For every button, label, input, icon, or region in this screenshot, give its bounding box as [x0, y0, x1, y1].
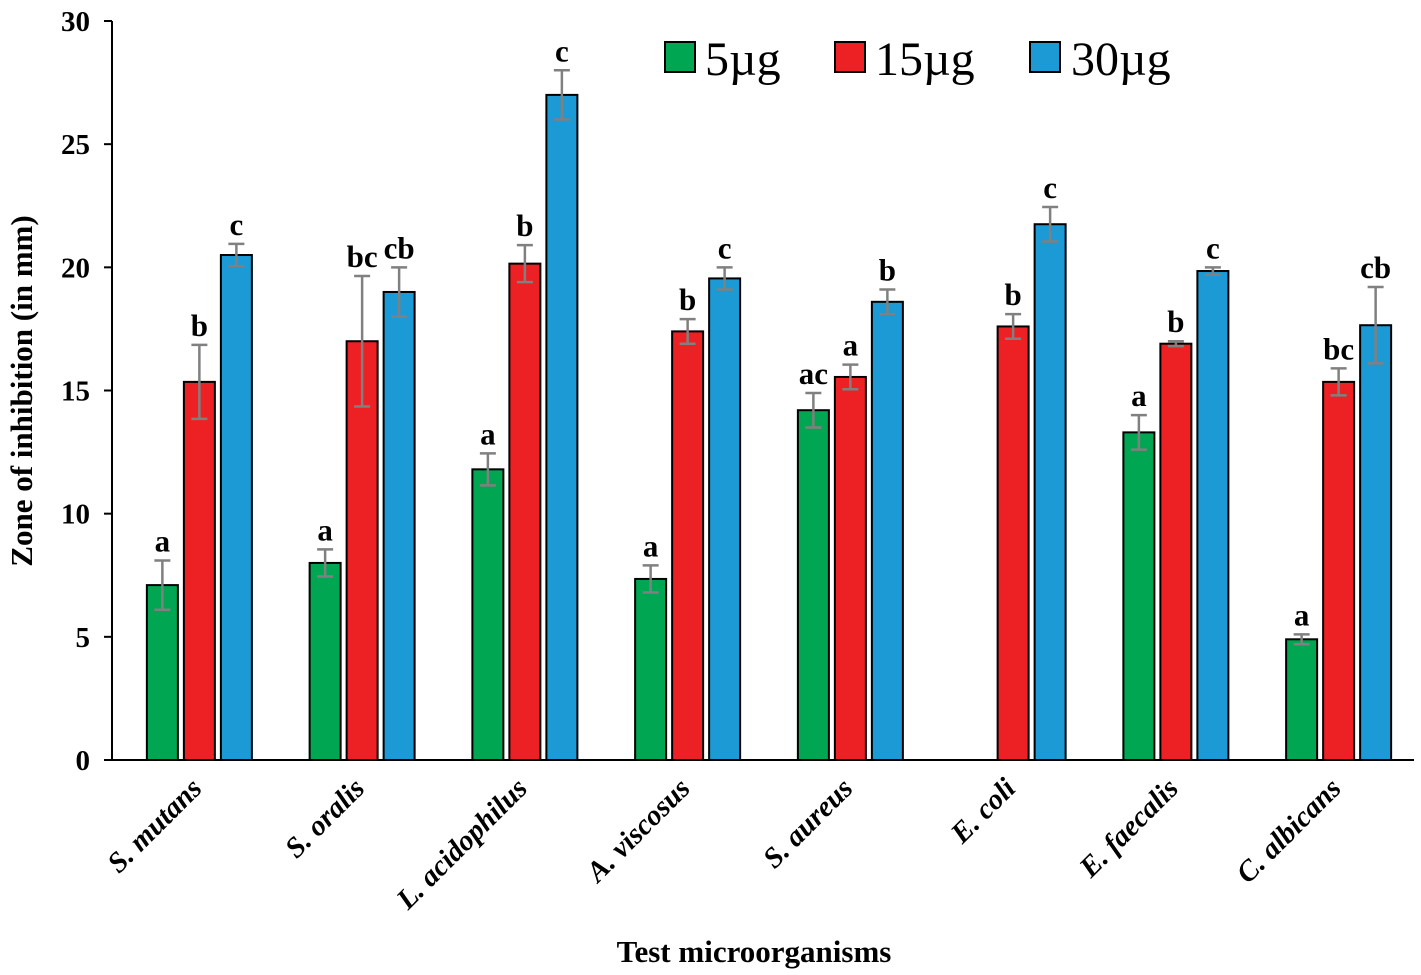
significance-label: cb	[1360, 250, 1391, 285]
legend-swatch	[1029, 41, 1061, 73]
bar	[1159, 342, 1193, 761]
significance-label: b	[516, 208, 533, 243]
significance-label: bc	[347, 239, 378, 274]
x-tick-label: L. acidophilus	[390, 772, 534, 916]
significance-label: c	[718, 230, 732, 265]
significance-label: b	[191, 308, 208, 343]
bar	[833, 375, 867, 761]
x-tick-label: S. mutans	[101, 772, 208, 879]
y-tick-label: 5	[76, 622, 91, 654]
y-tick-label: 15	[61, 376, 90, 408]
significance-label: cb	[384, 230, 415, 265]
significance-label: b	[679, 282, 696, 317]
significance-label: a	[317, 512, 333, 547]
bar	[1322, 380, 1356, 761]
bar	[308, 561, 342, 762]
significance-label: c	[555, 33, 569, 68]
y-tick-label: 0	[76, 745, 91, 777]
legend-swatch	[834, 41, 866, 73]
significance-label: b	[1167, 304, 1184, 339]
x-tick-label: S. oralis	[279, 772, 371, 864]
legend-swatch	[664, 41, 696, 73]
x-tick-label: E. faecalis	[1073, 772, 1185, 884]
legend-label: 30µg	[1071, 33, 1171, 86]
significance-label: b	[879, 253, 896, 288]
significance-label: c	[1043, 170, 1057, 205]
bar	[1196, 270, 1230, 761]
bar	[1033, 223, 1067, 762]
y-axis-label: Zone of inhibition (in mm)	[4, 215, 39, 566]
significance-label: ac	[799, 356, 828, 391]
significance-label: a	[1131, 378, 1147, 413]
bar	[1285, 638, 1319, 762]
significance-label: a	[1294, 597, 1310, 632]
x-tick-label: S. aureus	[757, 772, 859, 874]
significance-label: a	[155, 523, 171, 558]
significance-label: a	[480, 416, 496, 451]
significance-label: bc	[1323, 331, 1354, 366]
bar	[634, 577, 668, 761]
bar	[1359, 324, 1393, 761]
significance-label: c	[229, 207, 243, 242]
bar	[345, 340, 379, 761]
significance-label: b	[1005, 277, 1022, 312]
bar	[508, 262, 542, 761]
x-tick-label: A. viscosus	[579, 772, 696, 889]
bar	[471, 468, 505, 761]
bar	[996, 325, 1030, 761]
x-tick-label: C. albicans	[1230, 772, 1347, 889]
bar	[708, 277, 742, 761]
significance-label: a	[843, 328, 859, 363]
bar	[382, 290, 416, 761]
x-tick-label: E. coli	[944, 772, 1022, 850]
y-tick-label: 30	[61, 6, 90, 38]
significance-label: c	[1206, 230, 1220, 265]
legend-label: 15µg	[875, 33, 975, 86]
x-axis-label: Test microorganisms	[617, 934, 892, 969]
significance-label: a	[643, 528, 659, 563]
bar	[796, 409, 830, 761]
bar	[145, 584, 179, 761]
bar	[870, 300, 904, 761]
legend: 5µg 15µg 30µg	[664, 33, 1171, 86]
bar	[219, 254, 253, 761]
bar	[671, 330, 705, 761]
bar	[1122, 431, 1156, 761]
y-tick-label: 20	[61, 252, 90, 284]
bar	[182, 380, 216, 761]
y-tick-label: 25	[61, 129, 90, 161]
y-tick-label: 10	[61, 499, 90, 531]
legend-label: 5µg	[705, 33, 781, 86]
bar	[545, 93, 579, 761]
